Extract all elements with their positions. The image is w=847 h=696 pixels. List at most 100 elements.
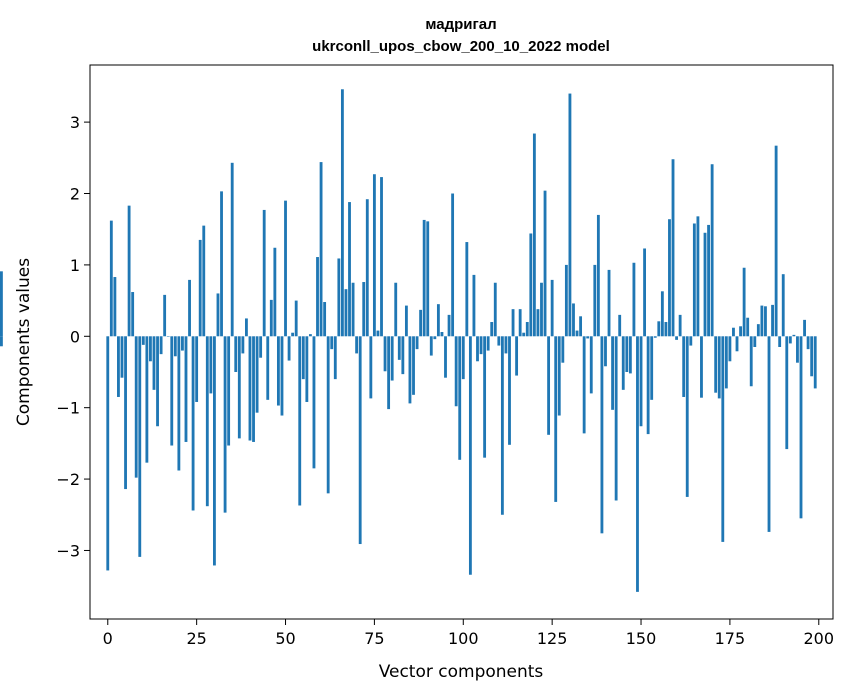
bar [188, 279, 191, 337]
y-tick-label: 0 [70, 327, 80, 346]
bar [454, 336, 458, 407]
bar [476, 336, 479, 362]
bar [586, 336, 590, 339]
bar [113, 277, 117, 337]
bar [138, 336, 142, 557]
x-tick-label: 75 [364, 629, 384, 648]
bar [508, 336, 511, 445]
bar [671, 159, 675, 337]
bar [376, 330, 380, 337]
y-tick-label: −1 [56, 399, 80, 418]
bar [732, 327, 735, 337]
x-tick-label: 25 [186, 629, 206, 648]
bar [312, 336, 316, 469]
bar [504, 336, 508, 354]
bar [532, 133, 536, 337]
bar [568, 93, 572, 337]
chart-title-line-2: ukrconll_upos_cbow_200_10_2022 model [312, 38, 610, 55]
bar [788, 336, 792, 344]
bar [756, 324, 760, 337]
bar [778, 336, 782, 347]
bar [383, 336, 387, 372]
bar [739, 326, 742, 337]
bar [735, 336, 739, 352]
bar [284, 200, 287, 337]
chart-title: мадригал ukrconll_upos_cbow_200_10_2022 … [312, 16, 610, 55]
bar [696, 216, 700, 337]
bar [436, 304, 440, 337]
bar [326, 336, 330, 494]
bar [209, 336, 213, 394]
bar [372, 174, 376, 337]
y-axis-ticks: −3 −2 −1 0 1 2 3 [56, 113, 90, 560]
bar [298, 336, 302, 506]
bar [344, 289, 348, 337]
bar [245, 318, 248, 337]
bar [796, 336, 799, 363]
bar [600, 336, 604, 534]
bar [301, 336, 305, 380]
bar [451, 193, 455, 337]
bar [291, 332, 295, 337]
bar [191, 336, 195, 511]
bar [650, 336, 654, 400]
bar [458, 336, 462, 460]
bar [308, 334, 312, 337]
bar [771, 304, 774, 337]
bar [525, 322, 529, 337]
chart-title-line-1: мадригал [425, 16, 496, 33]
bar [429, 336, 433, 356]
bar [152, 336, 156, 390]
bar [234, 336, 238, 372]
bar [547, 336, 551, 435]
bar [426, 221, 430, 337]
bar [589, 336, 593, 394]
bar [156, 336, 159, 427]
bar [564, 264, 568, 337]
bar [522, 332, 526, 337]
bar [419, 309, 423, 337]
bar [280, 336, 284, 416]
bar [241, 336, 245, 354]
bar [0, 271, 3, 337]
x-tick-label: 50 [275, 629, 295, 648]
bar [294, 300, 298, 337]
bar [540, 282, 543, 337]
bar [749, 336, 753, 387]
bar [813, 336, 817, 389]
bar [362, 282, 366, 337]
bar [120, 336, 124, 378]
bar [408, 336, 412, 404]
bar [529, 233, 533, 337]
bar [628, 336, 632, 374]
bar [287, 336, 291, 361]
bar [394, 282, 398, 337]
bar [198, 239, 202, 337]
bar [746, 317, 750, 337]
bar [682, 336, 686, 397]
bar [721, 336, 725, 542]
plot-frame [89, 64, 834, 620]
bar [479, 336, 483, 355]
bar [685, 336, 689, 497]
bar [700, 336, 703, 398]
bar [145, 336, 149, 463]
bar [266, 336, 270, 400]
bar [216, 293, 220, 337]
bar [369, 336, 373, 399]
bar [131, 292, 135, 337]
bar [806, 336, 810, 350]
y-tick-label: −2 [56, 470, 80, 489]
bar [803, 319, 806, 337]
bar [106, 336, 110, 571]
bar [767, 336, 771, 532]
bar [561, 336, 565, 363]
bar [760, 305, 764, 337]
bar [163, 294, 167, 337]
bar [781, 274, 785, 337]
bar [518, 309, 522, 337]
y-tick-label: 2 [70, 185, 80, 204]
bar [636, 336, 639, 592]
bar [785, 336, 789, 450]
